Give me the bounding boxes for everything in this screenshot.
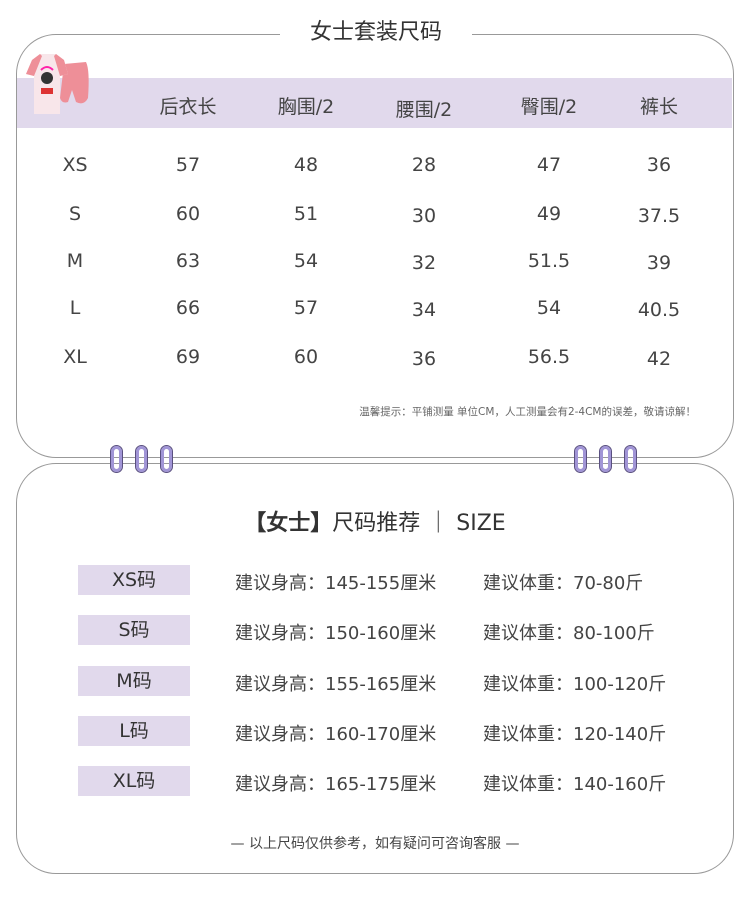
table-cell: 54 [536, 297, 562, 319]
recommend-title: 【女士】尺码推荐 ｜ SIZE [0, 505, 750, 537]
table-cell: 69 [175, 346, 201, 368]
table-cell: 54 [293, 250, 319, 272]
table-cell: 36 [646, 154, 672, 176]
title-bold: 【女士】 [244, 511, 333, 536]
table-header-band [17, 78, 732, 128]
table-cell: 66 [175, 297, 201, 319]
size-badge: L码 [78, 716, 190, 746]
table-cell: 40.5 [637, 299, 681, 321]
size-table-title: 女士套装尺码 [280, 16, 472, 50]
table-cell: 32 [411, 252, 437, 274]
size-badge: S码 [78, 615, 190, 645]
measurement-note: 温馨提示：平铺测量 单位CM，人工测量会有2-4CM的误差，敬请谅解！ [359, 406, 696, 418]
binder-ring-icon [160, 445, 173, 473]
size-recommend-card [16, 463, 734, 874]
header-back-length: 后衣长 [159, 96, 217, 118]
table-cell: 60 [293, 346, 319, 368]
size-label: M [66, 250, 84, 272]
recommended-weight: 建议体重：100-120斤 [483, 674, 667, 695]
binder-ring-icon [599, 445, 612, 473]
footer-note: — 以上尺码仅供参考，如有疑问可咨询客服 — [230, 836, 520, 852]
table-cell: 56.5 [527, 346, 571, 368]
table-cell: 49 [536, 203, 562, 225]
table-cell: 60 [175, 203, 201, 225]
table-cell: 28 [411, 154, 437, 176]
title-rest: 尺码推荐 ｜ SIZE [332, 511, 506, 536]
binder-ring-icon [574, 445, 587, 473]
size-badge: M码 [78, 666, 190, 696]
table-cell: 36 [411, 348, 437, 370]
table-cell: 51.5 [527, 250, 571, 272]
recommended-weight: 建议体重：140-160斤 [483, 774, 667, 795]
table-cell: 47 [536, 154, 562, 176]
table-cell: 39 [646, 252, 672, 274]
table-cell: 37.5 [637, 205, 681, 227]
table-cell: 42 [646, 348, 672, 370]
recommended-height: 建议身高：150-160厘米 [235, 623, 437, 644]
header-waist: 腰围/2 [395, 99, 453, 121]
table-cell: 57 [293, 297, 319, 319]
header-pants-length: 裤长 [639, 96, 679, 118]
table-cell: 51 [293, 203, 319, 225]
size-label: XL [63, 346, 87, 368]
table-cell: 57 [175, 154, 201, 176]
table-cell: 48 [293, 154, 319, 176]
table-cell: 63 [175, 250, 201, 272]
binder-ring-icon [110, 445, 123, 473]
size-label: L [69, 297, 81, 319]
pajama-product-image [26, 54, 89, 114]
binder-ring-icon [624, 445, 637, 473]
table-cell: 34 [411, 299, 437, 321]
recommended-height: 建议身高：160-170厘米 [235, 724, 437, 745]
size-label: XS [62, 154, 88, 176]
size-badge: XS码 [78, 565, 190, 595]
binder-ring-icon [135, 445, 148, 473]
recommended-weight: 建议体重：120-140斤 [483, 724, 667, 745]
recommended-weight: 建议体重：80-100斤 [483, 623, 655, 644]
header-chest: 胸围/2 [277, 96, 335, 118]
recommended-height: 建议身高：155-165厘米 [235, 674, 437, 695]
table-cell: 30 [411, 205, 437, 227]
size-label: S [68, 203, 82, 225]
header-hip: 臀围/2 [520, 96, 578, 118]
recommended-height: 建议身高：145-155厘米 [235, 573, 437, 594]
size-badge: XL码 [78, 766, 190, 796]
recommended-height: 建议身高：165-175厘米 [235, 774, 437, 795]
recommended-weight: 建议体重：70-80斤 [483, 573, 644, 594]
